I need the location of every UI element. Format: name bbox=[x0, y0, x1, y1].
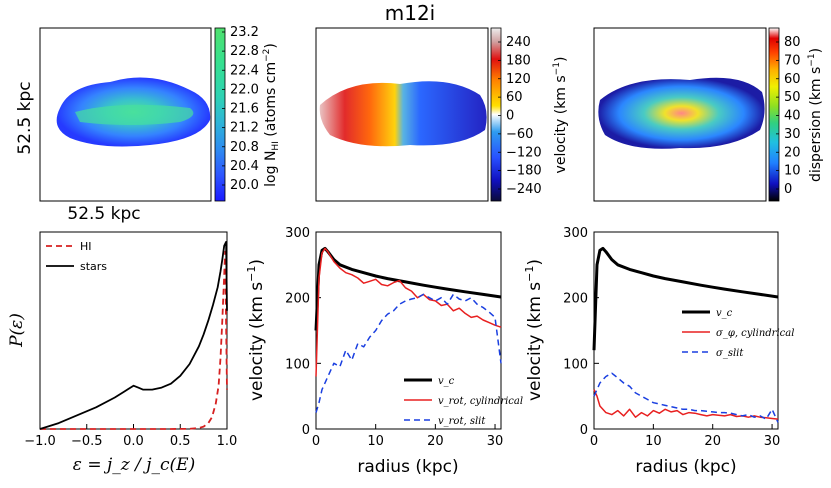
series-line--slit bbox=[593, 372, 779, 423]
series-line-v-rot-slit bbox=[315, 293, 502, 413]
chart-rotation-ylabel: velocity (km s−1) bbox=[245, 259, 267, 401]
y-tick-label: 0 bbox=[302, 423, 310, 438]
colorbar-tick-label: 70 bbox=[784, 53, 801, 68]
colorbar-dispersion-bar bbox=[768, 27, 780, 202]
colorbar-tick-label: 22.0 bbox=[230, 82, 259, 97]
map-hi: 52.5 kpc 52.5 kpc bbox=[15, 27, 212, 224]
colorbar-tick-label: 30 bbox=[784, 127, 801, 142]
y-tick-label: 300 bbox=[563, 226, 588, 241]
colorbar-tick-label: 21.6 bbox=[230, 102, 259, 117]
colorbar-velocity-label: velocity (km s−1) bbox=[552, 57, 569, 174]
map-dispersion bbox=[593, 27, 767, 202]
chart-p-epsilon-ylabel: P(ε) bbox=[7, 313, 27, 348]
x-tick-label: 30 bbox=[487, 434, 504, 449]
colorbar-hi-bar bbox=[214, 27, 226, 202]
x-tick-label: 0.5 bbox=[170, 434, 191, 449]
chart-dispersion: velocity (km s−1) radius (kpc) 0 10 20 3001… bbox=[523, 226, 794, 477]
map-velocity-disk bbox=[319, 81, 487, 147]
colorbar-tick-label: 20 bbox=[784, 145, 801, 160]
x-tick-label: 0 bbox=[590, 434, 598, 449]
series-line-v-rot-cylindrical bbox=[315, 247, 502, 377]
y-tick-label: 100 bbox=[563, 357, 588, 372]
y-tick-label: 200 bbox=[285, 292, 310, 307]
colorbar-tick-label: 0 bbox=[506, 109, 514, 124]
colorbar-tick-label: 10 bbox=[784, 164, 801, 179]
chart-p-epsilon-frame bbox=[39, 231, 228, 430]
x-tick-label: 10 bbox=[645, 434, 662, 449]
series-line--cylindrical bbox=[593, 389, 779, 420]
figure-title: m12i bbox=[385, 1, 436, 25]
colorbar-tick-label: 20.8 bbox=[230, 140, 259, 155]
colorbar-tick-label: 22.4 bbox=[230, 63, 259, 78]
x-tick-label: 30 bbox=[764, 434, 781, 449]
colorbar-tick-label: 21.2 bbox=[230, 121, 259, 136]
colorbar-tick-label: 40 bbox=[784, 109, 801, 124]
colorbar-dispersion: 80 70 60 50 40 30 20 10 0 dispersion (km s−1) bbox=[768, 27, 824, 202]
y-tick-label: 300 bbox=[285, 226, 310, 241]
map-hi-core bbox=[75, 104, 194, 125]
y-tick-label: 0 bbox=[580, 423, 588, 438]
legend-label: v_c bbox=[716, 308, 733, 319]
map-velocity bbox=[315, 27, 489, 202]
series-line-hi bbox=[40, 250, 228, 430]
colorbar-velocity-bar bbox=[490, 27, 502, 202]
colorbar-tick-label: −180 bbox=[506, 164, 542, 179]
colorbar-hi-label: log NHI (atoms cm−2) bbox=[262, 43, 281, 187]
colorbar-velocity-ticks: 240 180 120 60 0 −60 −120 −180 −240 bbox=[498, 35, 542, 197]
colorbar-tick-label: 20.0 bbox=[230, 178, 259, 193]
chart-rotation-xlabel: radius (kpc) bbox=[357, 457, 458, 477]
legend-label: stars bbox=[80, 260, 107, 273]
series-line-stars bbox=[39, 241, 228, 430]
y-tick-label: 200 bbox=[563, 292, 588, 307]
legend-label: σ_slit bbox=[716, 348, 744, 359]
x-tick-label: 0.0 bbox=[123, 434, 144, 449]
colorbar-dispersion-ticks: 80 70 60 50 40 30 20 10 0 bbox=[776, 35, 801, 197]
x-tick-label: 10 bbox=[367, 434, 384, 449]
colorbar-tick-label: 60 bbox=[506, 90, 523, 105]
colorbar-tick-label: −120 bbox=[506, 145, 542, 160]
map-size-label-x: 52.5 kpc bbox=[67, 204, 140, 224]
legend-label: v_rot, slit bbox=[438, 416, 486, 427]
chart-dispersion-ylabel: velocity (km s−1) bbox=[523, 259, 545, 401]
x-tick-label: 1.0 bbox=[217, 434, 238, 449]
colorbar-tick-label: −60 bbox=[506, 127, 533, 142]
legend-label: HI bbox=[80, 240, 92, 253]
colorbar-tick-label: 50 bbox=[784, 90, 801, 105]
legend-label: v_c bbox=[438, 376, 455, 387]
map-dispersion-disk bbox=[598, 77, 765, 149]
chart-dispersion-xlabel: radius (kpc) bbox=[635, 457, 736, 477]
map-size-label-y: 52.5 kpc bbox=[15, 81, 35, 154]
x-tick-label: 0 bbox=[312, 434, 320, 449]
colorbar-hi: 23.2 22.8 22.4 22.0 21.6 21.2 20.8 20.4 20.0 log… bbox=[214, 25, 281, 202]
legend-label: σ_φ, cylindrical bbox=[716, 328, 794, 339]
legend-label: v_rot, cylindrical bbox=[438, 396, 523, 407]
y-tick-label: 100 bbox=[285, 357, 310, 372]
chart-p-epsilon-xlabel: ε = j_z / j_c(E) bbox=[73, 455, 195, 475]
chart-rotation: velocity (km s−1) radius (kpc) 0 10 20 3001… bbox=[245, 226, 523, 477]
x-tick-label: −0.5 bbox=[71, 434, 103, 449]
colorbar-dispersion-label: dispersion (km s−1) bbox=[807, 48, 824, 182]
colorbar-tick-label: 0 bbox=[784, 182, 792, 197]
x-tick-label: −1.0 bbox=[24, 434, 56, 449]
colorbar-hi-ticks: 23.2 22.8 22.4 22.0 21.6 21.2 20.8 20.4 20.0 bbox=[222, 25, 259, 193]
colorbar-tick-label: 60 bbox=[784, 72, 801, 87]
chart-p-epsilon: P(ε) ε = j_z / j_c(E) −1.0 −0.5 0.0 0.5 1.0 H… bbox=[7, 231, 238, 475]
x-tick-label: 20 bbox=[427, 434, 444, 449]
colorbar-tick-label: 120 bbox=[506, 72, 531, 87]
colorbar-tick-label: −240 bbox=[506, 182, 542, 197]
colorbar-tick-label: 180 bbox=[506, 53, 531, 68]
colorbar-tick-label: 22.8 bbox=[230, 44, 259, 59]
colorbar-velocity: 240 180 120 60 0 −60 −120 −180 −240 velocity (km… bbox=[490, 27, 569, 202]
colorbar-tick-label: 20.4 bbox=[230, 159, 259, 174]
series-line-v-c bbox=[592, 246, 779, 351]
colorbar-tick-label: 23.2 bbox=[230, 25, 259, 40]
x-tick-label: 20 bbox=[704, 434, 721, 449]
colorbar-tick-label: 240 bbox=[506, 35, 531, 50]
colorbar-tick-label: 80 bbox=[784, 35, 801, 50]
